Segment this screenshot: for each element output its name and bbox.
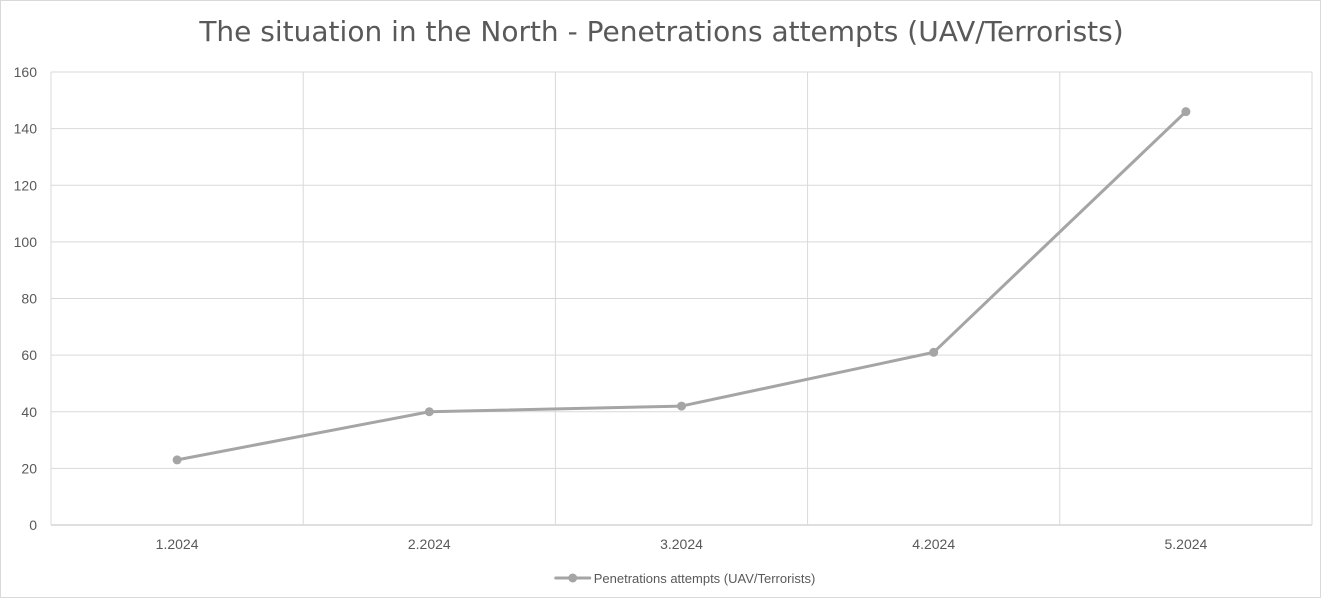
- legend-label: Penetrations attempts (UAV/Terrorists): [594, 571, 816, 586]
- data-point: [424, 407, 434, 417]
- y-tick-label: 0: [29, 517, 37, 533]
- x-tick-label: 2.2024: [408, 536, 451, 552]
- data-point: [929, 347, 939, 357]
- y-tick-label: 60: [21, 347, 37, 363]
- chart-title: The situation in the North - Penetration…: [199, 15, 1124, 48]
- x-tick-label: 4.2024: [912, 536, 955, 552]
- x-tick-label: 1.2024: [156, 536, 199, 552]
- y-tick-label: 40: [21, 404, 37, 420]
- x-tick-label: 5.2024: [1164, 536, 1207, 552]
- y-tick-label: 140: [14, 121, 38, 137]
- x-tick-label: 3.2024: [660, 536, 703, 552]
- data-point: [677, 401, 686, 411]
- y-tick-label: 20: [21, 460, 37, 476]
- y-tick-label: 160: [14, 64, 38, 80]
- y-tick-label: 100: [14, 234, 38, 250]
- data-point: [1181, 107, 1191, 117]
- y-tick-label: 120: [14, 177, 38, 193]
- y-tick-label: 80: [21, 291, 37, 307]
- legend-marker: [568, 573, 578, 583]
- data-point: [172, 455, 182, 465]
